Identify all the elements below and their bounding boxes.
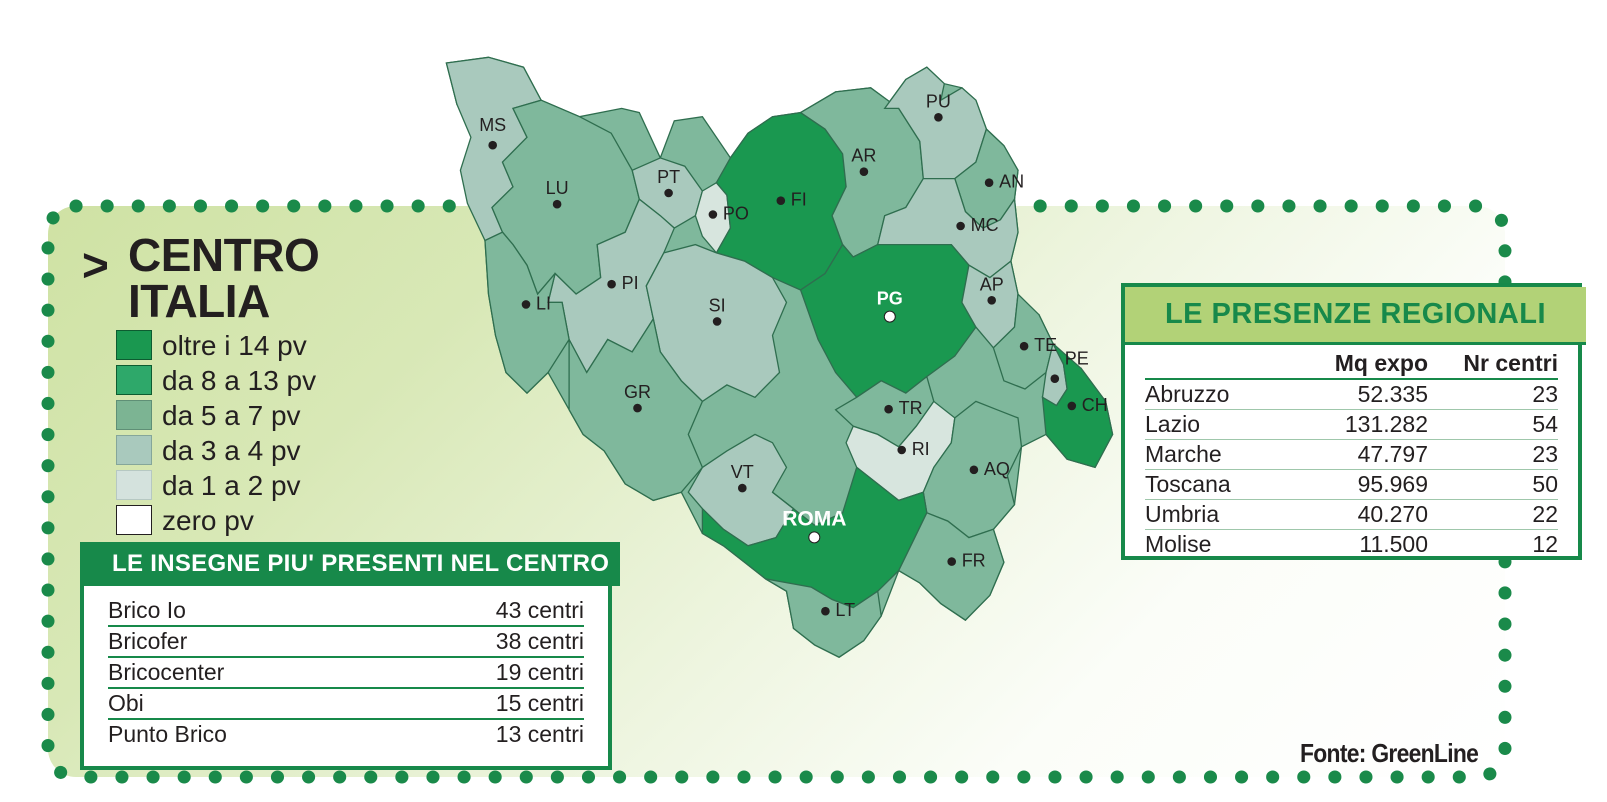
- svg-text:FI: FI: [791, 190, 807, 210]
- svg-text:PE: PE: [1065, 349, 1089, 369]
- svg-text:AR: AR: [851, 146, 876, 166]
- svg-text:CH: CH: [1082, 395, 1108, 415]
- svg-text:PI: PI: [622, 273, 639, 293]
- svg-text:PU: PU: [926, 91, 951, 111]
- svg-text:TE: TE: [1034, 335, 1057, 355]
- svg-text:TR: TR: [899, 398, 923, 418]
- svg-text:VT: VT: [731, 462, 754, 482]
- svg-text:RI: RI: [912, 439, 930, 459]
- svg-text:PT: PT: [657, 167, 680, 187]
- svg-text:MS: MS: [479, 115, 506, 135]
- svg-text:MC: MC: [971, 215, 999, 235]
- svg-text:AN: AN: [999, 172, 1024, 192]
- svg-text:LT: LT: [835, 600, 855, 620]
- svg-text:GR: GR: [624, 382, 651, 402]
- svg-text:PG: PG: [877, 289, 903, 309]
- svg-text:LU: LU: [546, 178, 569, 198]
- svg-text:AQ: AQ: [984, 459, 1010, 479]
- svg-text:AP: AP: [980, 274, 1004, 294]
- svg-text:SI: SI: [709, 295, 726, 315]
- svg-text:ROMA: ROMA: [782, 507, 846, 530]
- svg-text:PO: PO: [723, 204, 749, 224]
- svg-text:LI: LI: [536, 293, 551, 313]
- svg-text:FR: FR: [962, 551, 986, 571]
